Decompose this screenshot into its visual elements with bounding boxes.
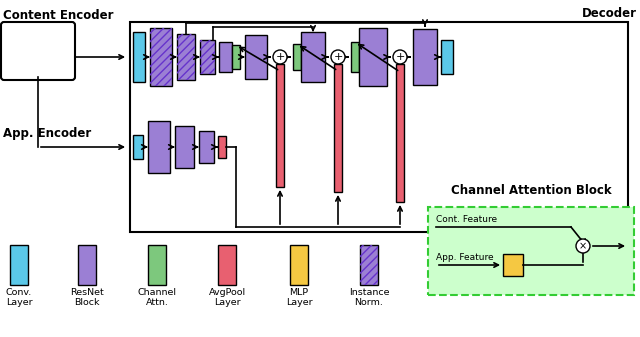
Bar <box>150 28 172 86</box>
Bar <box>276 64 284 187</box>
Bar <box>360 245 378 285</box>
Bar <box>200 40 215 74</box>
Text: ×: × <box>579 241 587 251</box>
FancyBboxPatch shape <box>1 22 75 80</box>
Bar <box>218 136 226 158</box>
Bar <box>413 29 437 85</box>
Bar <box>177 34 195 80</box>
Text: App. Encoder: App. Encoder <box>3 127 92 140</box>
Text: AvgPool
Layer: AvgPool Layer <box>209 288 246 307</box>
Bar <box>334 64 342 192</box>
Circle shape <box>393 50 407 64</box>
Bar <box>177 34 195 80</box>
Bar <box>301 32 325 82</box>
Bar <box>130 22 628 232</box>
Text: ResNet
Block: ResNet Block <box>70 288 104 307</box>
Bar <box>175 126 194 168</box>
Text: Channel Attention Block: Channel Attention Block <box>451 184 611 197</box>
Bar <box>428 207 634 295</box>
Text: +: + <box>396 52 404 62</box>
Text: Cont. Feature: Cont. Feature <box>436 215 497 224</box>
Bar <box>133 32 145 82</box>
Bar <box>232 45 240 69</box>
Text: Input
Image: Input Image <box>20 40 56 62</box>
Text: Channel
Attn.: Channel Attn. <box>138 288 177 307</box>
Bar <box>199 131 214 163</box>
Bar <box>150 28 172 86</box>
Bar <box>10 245 28 285</box>
Bar <box>200 40 215 74</box>
Text: Decoder: Decoder <box>582 7 637 20</box>
Bar <box>78 245 96 285</box>
Bar <box>245 35 267 79</box>
Text: +: + <box>333 52 342 62</box>
Bar <box>148 245 166 285</box>
Bar <box>219 42 232 72</box>
Circle shape <box>576 239 590 253</box>
Circle shape <box>273 50 287 64</box>
Bar <box>351 42 359 72</box>
Text: Content Encoder: Content Encoder <box>3 9 113 22</box>
Bar <box>396 64 404 202</box>
Bar <box>359 28 387 86</box>
Bar <box>441 40 453 74</box>
Bar <box>293 44 301 70</box>
Bar <box>218 245 236 285</box>
Text: Instance
Norm.: Instance Norm. <box>349 288 389 307</box>
Bar <box>360 245 378 285</box>
Text: App. Feature: App. Feature <box>436 253 493 262</box>
Text: +: + <box>275 52 285 62</box>
Text: Conv.
Layer: Conv. Layer <box>6 288 32 307</box>
Bar <box>148 121 170 173</box>
Bar <box>133 135 143 159</box>
Circle shape <box>331 50 345 64</box>
Bar <box>503 254 523 276</box>
Text: MLP
Layer: MLP Layer <box>285 288 312 307</box>
Bar <box>290 245 308 285</box>
